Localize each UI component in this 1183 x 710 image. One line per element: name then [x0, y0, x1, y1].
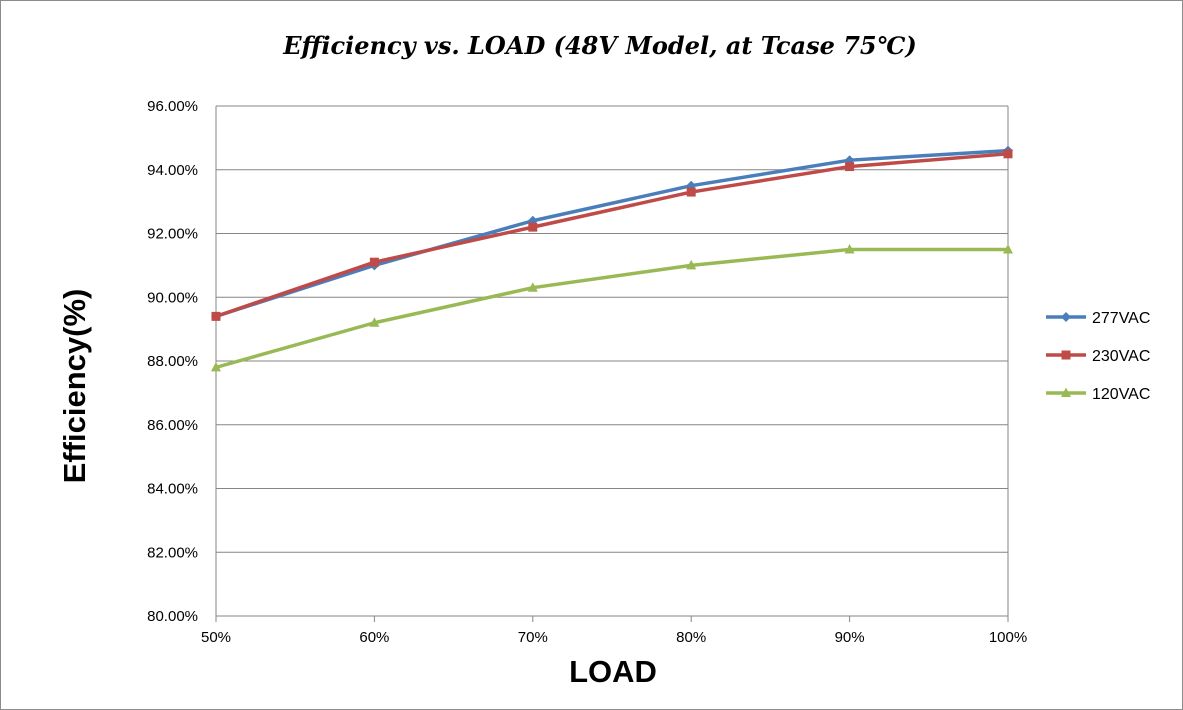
data-point-120vac — [686, 259, 697, 270]
y-tick-label: 94.00% — [147, 162, 198, 179]
series-line-277vac — [215, 148, 1009, 319]
y-tick-label: 92.00% — [147, 226, 198, 243]
legend-marker-277vac — [1061, 312, 1071, 322]
x-tick-label: 50% — [201, 629, 231, 646]
x-tick-label: 70% — [518, 629, 548, 646]
legend-label-120vac: 120VAC — [1092, 386, 1150, 403]
data-point-120vac — [369, 317, 380, 327]
series-line-120vac — [215, 247, 1008, 370]
data-point-120vac — [211, 361, 221, 372]
data-point-120vac — [1003, 243, 1013, 254]
gridlines — [215, 105, 1009, 622]
y-tick-label: 86.00% — [147, 417, 198, 434]
data-point-120vac — [527, 282, 538, 292]
y-tick-label: 82.00% — [147, 544, 198, 561]
data-point-120vac — [844, 243, 855, 254]
y-tick-label: 84.00% — [147, 481, 198, 498]
y-tick-label: 88.00% — [147, 353, 198, 370]
x-axis-title: LOAD — [569, 654, 657, 689]
legend-marker-120vac — [1061, 387, 1071, 397]
y-tick-label: 96.00% — [147, 98, 198, 115]
data-point-230vac — [369, 257, 379, 267]
series-line-230vac — [215, 152, 1009, 319]
x-tick-label: 100% — [989, 629, 1027, 646]
data-point-230vac — [686, 187, 696, 197]
y-tick-label: 80.00% — [147, 608, 198, 625]
x-tick-labels: 50% 60% 70% 80% 90% 100% — [201, 629, 1027, 646]
y-tick-labels: 80.00% 82.00% 84.00% 86.00% 88.00% 90.00% 92.0… — [147, 98, 198, 625]
x-tick-label: 90% — [835, 629, 865, 646]
y-tick-label: 90.00% — [147, 289, 198, 306]
legend-label-277vac: 277VAC — [1092, 310, 1150, 327]
data-point-230vac — [211, 311, 221, 321]
y-axis-title: Efficiency(%) — [57, 289, 92, 484]
x-tick-label: 60% — [359, 629, 389, 646]
data-point-230vac — [1003, 149, 1013, 159]
legend-label-230vac: 230VAC — [1092, 348, 1150, 365]
legend-marker-230vac — [1061, 350, 1071, 360]
x-tick-label: 80% — [676, 629, 706, 646]
data-point-230vac — [528, 222, 538, 232]
legend: 277VAC 230VAC 120VAC — [1046, 310, 1150, 403]
series-lines — [211, 145, 1013, 372]
chart-title: Efficiency vs. LOAD (48V Model, at Tcase… — [282, 31, 916, 60]
data-point-230vac — [845, 162, 855, 172]
